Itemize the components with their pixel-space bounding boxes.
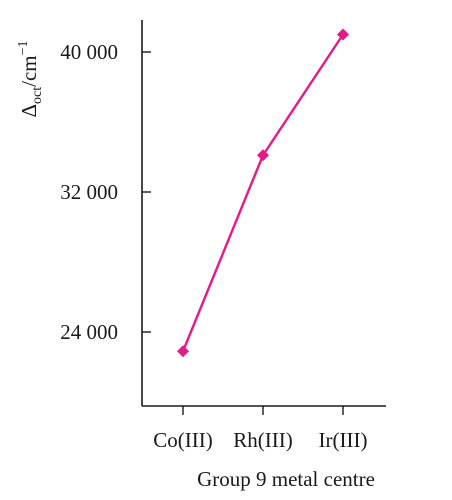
- x-tick-label: Co(III): [153, 428, 212, 452]
- y-tick-label: 24 000: [60, 320, 118, 344]
- y-tick-label: 32 000: [60, 180, 118, 204]
- x-axis-title: Group 9 metal centre: [197, 467, 375, 491]
- data-point-diamond: [337, 28, 349, 41]
- y-axis-title-subscript: oct: [30, 87, 45, 104]
- x-tick-label: Ir(III): [319, 428, 368, 452]
- y-tick-label: 40 000: [60, 40, 118, 64]
- y-axis-title-unit: /cm: [17, 55, 41, 87]
- series-layer: [177, 28, 349, 358]
- data-point-diamond: [177, 345, 189, 358]
- axes: [141, 20, 386, 407]
- y-axis-title-main: Δ: [17, 104, 41, 118]
- data-point-diamond: [257, 149, 269, 162]
- x-tick-label: Rh(III): [233, 428, 292, 452]
- y-axis-title: Δoct/cm−1: [16, 40, 45, 117]
- series-line: [181, 33, 345, 352]
- ticks: 24 000 32 000 40 000 Co(III) Rh(III) Ir(III): [60, 40, 367, 452]
- y-axis-title-superscript: −1: [16, 40, 31, 55]
